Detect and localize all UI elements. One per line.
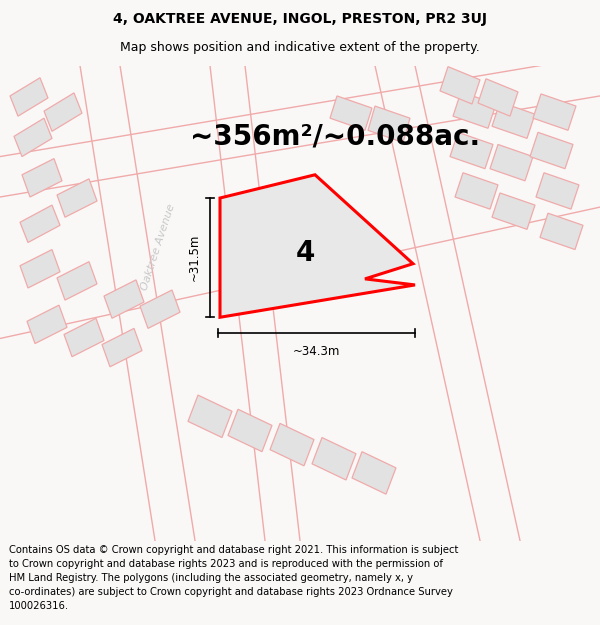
Text: Oaktree Avenue: Oaktree Avenue [139, 203, 177, 292]
Polygon shape [10, 78, 48, 116]
Text: Map shows position and indicative extent of the property.: Map shows position and indicative extent… [120, 41, 480, 54]
Polygon shape [57, 262, 97, 300]
Polygon shape [368, 106, 410, 142]
Polygon shape [352, 452, 396, 494]
Polygon shape [188, 395, 232, 438]
Polygon shape [455, 173, 498, 209]
Text: ~31.5m: ~31.5m [187, 234, 200, 281]
Text: ~356m²/~0.088ac.: ~356m²/~0.088ac. [190, 122, 480, 151]
Polygon shape [270, 423, 314, 466]
Polygon shape [533, 94, 576, 130]
Polygon shape [104, 280, 144, 318]
Polygon shape [20, 249, 60, 288]
Polygon shape [440, 67, 480, 104]
Polygon shape [57, 179, 97, 217]
Polygon shape [540, 213, 583, 249]
Polygon shape [64, 318, 104, 357]
Polygon shape [140, 290, 180, 328]
Polygon shape [22, 159, 62, 197]
Polygon shape [450, 132, 493, 169]
Polygon shape [20, 205, 60, 242]
Polygon shape [530, 132, 573, 169]
Polygon shape [453, 92, 496, 128]
Polygon shape [330, 96, 372, 130]
Polygon shape [536, 173, 579, 209]
Polygon shape [490, 144, 533, 181]
Text: 4: 4 [295, 239, 314, 267]
Text: ~34.3m: ~34.3m [293, 345, 340, 358]
Polygon shape [14, 118, 52, 157]
Polygon shape [492, 102, 535, 138]
Polygon shape [228, 409, 272, 452]
Polygon shape [478, 79, 518, 116]
Polygon shape [102, 328, 142, 367]
Polygon shape [220, 175, 415, 318]
Text: 4, OAKTREE AVENUE, INGOL, PRESTON, PR2 3UJ: 4, OAKTREE AVENUE, INGOL, PRESTON, PR2 3… [113, 12, 487, 26]
Polygon shape [492, 193, 535, 229]
Polygon shape [27, 305, 67, 344]
Polygon shape [312, 438, 356, 480]
Text: Contains OS data © Crown copyright and database right 2021. This information is : Contains OS data © Crown copyright and d… [9, 545, 458, 611]
Polygon shape [44, 93, 82, 131]
